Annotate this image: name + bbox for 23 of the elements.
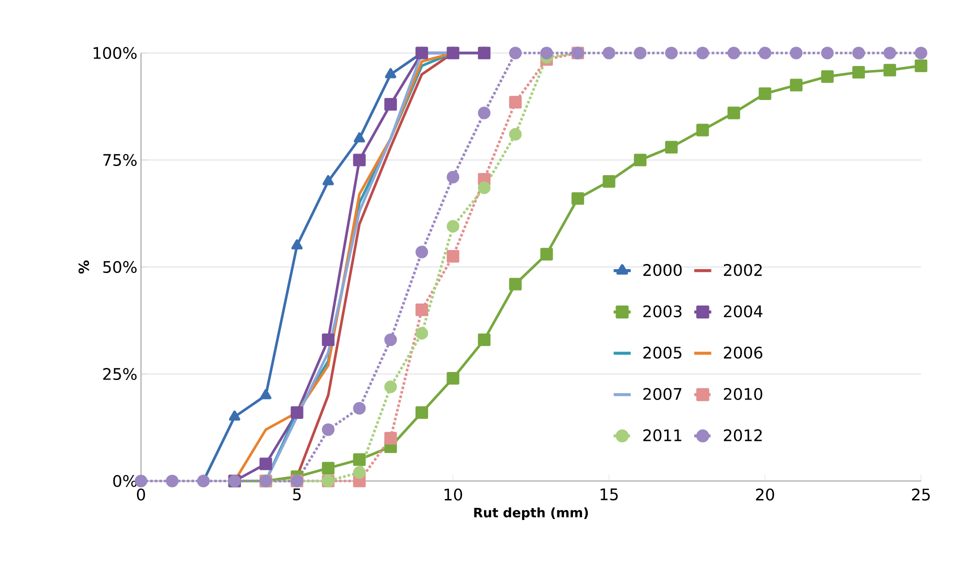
legend-label: 2004: [724, 305, 762, 318]
legend-label: 2006: [724, 346, 762, 359]
y-tick-label: 100%: [94, 46, 137, 60]
x-tick-label: 10: [444, 488, 462, 501]
legend-label: 2007: [643, 388, 682, 400]
legend-label: 2011: [643, 429, 682, 442]
x-tick-label: 25: [912, 488, 930, 501]
legend-label: 2012: [724, 429, 762, 442]
x-tick-label: 15: [600, 488, 618, 500]
y-tick-label: 75%: [103, 154, 137, 166]
legend-label: 2003: [643, 305, 682, 318]
y-tick-label: 0%: [113, 474, 137, 488]
legend-label: 2000: [643, 264, 682, 276]
legend-label: 2002: [724, 264, 762, 276]
y-tick-label: 50%: [103, 260, 137, 274]
x-tick-label: 20: [756, 488, 774, 501]
x-tick-label: 5: [293, 488, 301, 500]
legend-label: 2005: [643, 346, 682, 359]
y-axis-title: %: [78, 260, 90, 274]
y-tick-label: 25%: [103, 368, 137, 380]
legend-label: 2010: [724, 388, 762, 400]
x-tick-label: 0: [136, 488, 146, 501]
x-axis-title: Rut depth (mm): [474, 507, 588, 520]
